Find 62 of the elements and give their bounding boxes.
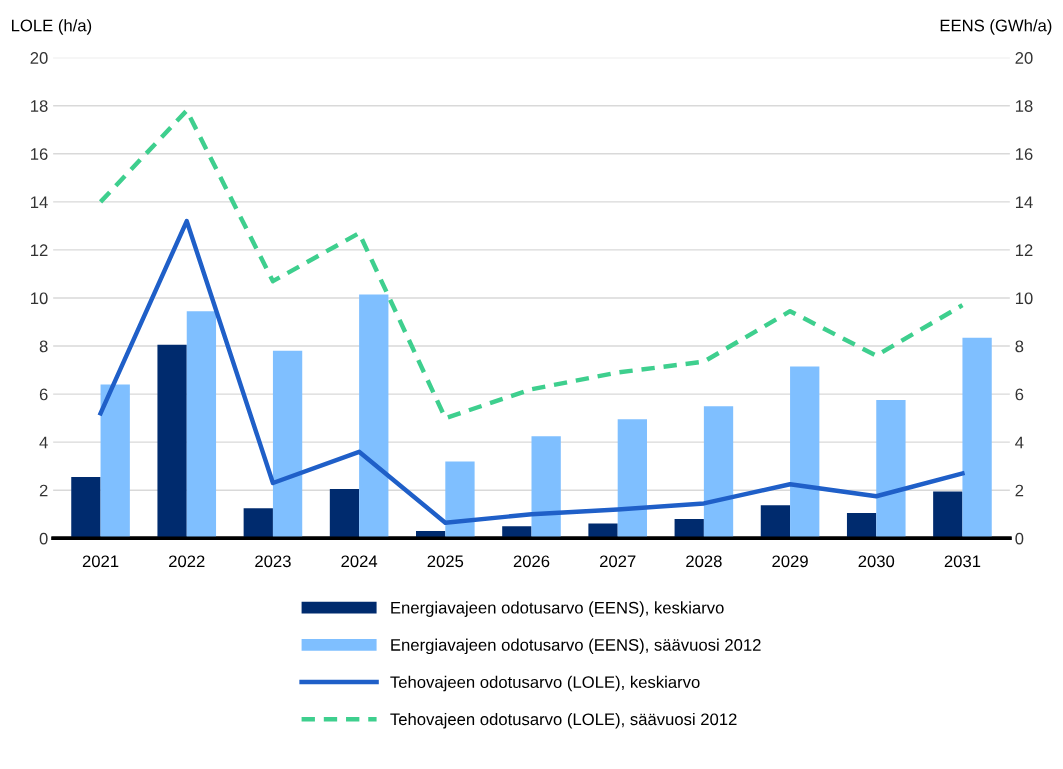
y2-axis-title: EENS (GWh/a) <box>940 19 1052 35</box>
y-tick-label: 14 <box>31 196 48 208</box>
y-tick-label: 2 <box>39 484 48 497</box>
x-tick-label: 2028 <box>686 555 722 568</box>
bar <box>100 384 130 539</box>
y-axis-title: LOLE (h/a) <box>12 19 92 35</box>
legend-label: Energiavajeen odotusarvo (EENS), keskiarvo <box>391 601 724 617</box>
bar <box>243 508 273 539</box>
x-tick-label: 2022 <box>169 555 205 568</box>
bar <box>876 400 906 539</box>
y2-tick-label: 8 <box>1015 340 1024 353</box>
x-tick-label: 2025 <box>427 555 464 568</box>
bar <box>272 350 303 539</box>
y2-tick-label: 18 <box>1015 100 1033 112</box>
y2-tick-label: 16 <box>1015 148 1033 160</box>
x-tick-label: 2024 <box>341 555 378 568</box>
legend-label: Tehovajeen odotusarvo (LOLE), säävuosi 2012 <box>390 712 737 729</box>
line-series <box>98 218 965 525</box>
bar <box>760 505 791 539</box>
bar <box>157 344 187 539</box>
y-tick-label: 16 <box>31 148 48 160</box>
y2-tick-label: 2 <box>1015 484 1024 497</box>
bar <box>703 406 734 539</box>
y-tick-label: 10 <box>31 292 48 305</box>
bar <box>531 436 561 539</box>
x-tick-label: 2021 <box>82 555 119 568</box>
bar <box>674 519 704 539</box>
y-tick-label: 0 <box>39 532 48 545</box>
x-tick-label: 2029 <box>772 555 808 568</box>
line-series <box>98 108 965 421</box>
y-tick-label: 4 <box>39 436 48 449</box>
y2-tick-label: 4 <box>1015 436 1024 449</box>
bar <box>502 526 532 539</box>
bar <box>71 477 101 539</box>
y-tick-label: 18 <box>31 100 48 112</box>
bar <box>588 523 618 539</box>
y2-tick-label: 14 <box>1015 196 1033 208</box>
y-tick-label: 20 <box>30 52 48 64</box>
bar <box>329 489 360 539</box>
bar <box>617 419 647 539</box>
bar <box>933 491 963 539</box>
y2-tick-label: 10 <box>1015 292 1033 305</box>
legend-label: Energiavajeen odotusarvo (EENS), säävuosi 2012 <box>391 638 761 655</box>
bar <box>445 461 475 539</box>
bar <box>790 366 820 539</box>
x-tick-label: 2027 <box>599 555 636 568</box>
legend-label: Tehovajeen odotusarvo (LOLE), keskiarvo <box>390 675 700 692</box>
bar <box>962 337 992 539</box>
bar <box>846 513 877 539</box>
bar <box>186 311 217 539</box>
x-tick-label: 2023 <box>255 555 291 568</box>
y-tick-label: 6 <box>39 388 48 401</box>
y-tick-label: 12 <box>31 244 48 256</box>
y2-tick-label: 12 <box>1015 244 1033 256</box>
y2-tick-label: 0 <box>1015 532 1024 545</box>
x-tick-label: 2031 <box>944 555 981 568</box>
x-tick-label: 2030 <box>858 555 895 568</box>
y2-tick-label: 20 <box>1015 52 1033 64</box>
y2-tick-label: 6 <box>1015 388 1024 401</box>
y-tick-label: 8 <box>39 340 48 353</box>
bar <box>359 294 389 539</box>
x-tick-label: 2026 <box>513 555 550 568</box>
